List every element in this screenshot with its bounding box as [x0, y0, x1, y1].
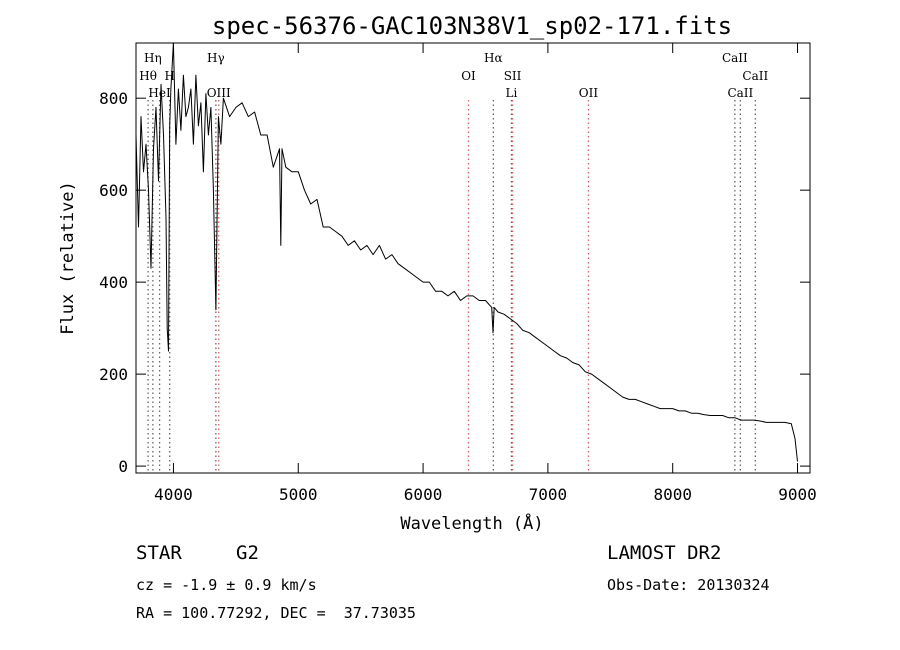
y-tick-label: 800: [99, 89, 128, 108]
x-tick-label: 6000: [404, 485, 443, 504]
spectral-line-label: CaII: [727, 86, 753, 100]
object-type: STAR: [136, 542, 182, 564]
spectral-line-label: Hθ: [139, 69, 157, 83]
plot-frame: [135, 42, 811, 474]
y-axis-label: Flux (relative): [58, 181, 78, 335]
spectral-line-label: SII: [504, 69, 522, 83]
y-tick-label: 200: [99, 365, 128, 384]
spectral-line-label: CaII: [742, 69, 768, 83]
spectral-line-label: OI: [461, 69, 476, 83]
spectral-line-label: H: [164, 69, 174, 83]
spectral-lines: Hη Hθ H HeI Hγ OIII Hα OI SII Li OII CaII CaII CaII: [139, 51, 768, 473]
spectral-line-label: Hα: [484, 51, 503, 65]
y-tick-label: 0: [118, 457, 128, 476]
series-group: [135, 42, 798, 462]
velocity-text: cz = -1.9 ± 0.9 km/s: [136, 576, 317, 594]
chart-title: spec-56376-GAC103N38V1_sp02-171.fits: [212, 12, 732, 40]
flux-series-line: [135, 42, 798, 462]
axis-ticks: 4000 5000 6000 7000 8000 9000 0 200 400 600 800: [99, 43, 817, 504]
survey-name: LAMOST DR2: [607, 542, 722, 564]
coordinates: RA = 100.77292, DEC = 37.73035: [136, 604, 416, 622]
spectral-line-label: Li: [506, 86, 518, 100]
spectral-line-label: CaII: [722, 51, 748, 65]
x-axis-label: Wavelength (Å): [400, 512, 543, 534]
x-tick-label: 4000: [154, 485, 193, 504]
object-subclass: G2: [236, 542, 259, 564]
x-tick-label: 5000: [279, 485, 318, 504]
x-tick-label: 7000: [529, 485, 568, 504]
spectral-line-label: OII: [579, 86, 599, 100]
y-tick-label: 600: [99, 181, 128, 200]
spectral-line-label: Hγ: [207, 51, 225, 65]
spectral-line-label: HeI: [148, 86, 171, 100]
spectral-line-label: OIII: [207, 86, 231, 100]
x-tick-label: 8000: [653, 485, 692, 504]
y-tick-label: 400: [99, 273, 128, 292]
spectral-line-label: Hη: [144, 51, 162, 65]
x-tick-label: 9000: [778, 485, 817, 504]
obs-date: Obs-Date: 20130324: [607, 576, 770, 594]
